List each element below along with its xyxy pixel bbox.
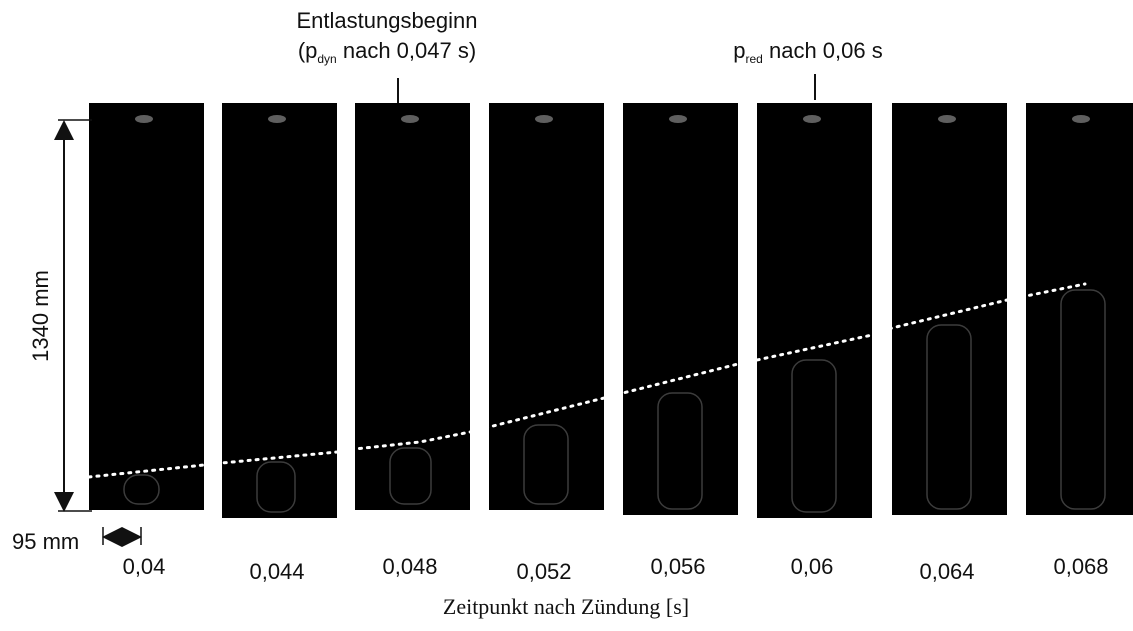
image-panel <box>89 103 204 510</box>
time-label: 0,052 <box>516 559 571 584</box>
image-panel <box>489 103 604 510</box>
time-label: 0,056 <box>650 554 705 579</box>
annotation-line1: Entlastungsbeginn <box>296 8 477 33</box>
x-axis-label: Zeitpunkt nach Zündung [s] <box>443 594 689 619</box>
flame-front-line <box>87 282 1087 479</box>
flame-tube <box>1060 289 1106 510</box>
time-label: 0,064 <box>919 559 974 584</box>
image-panel <box>892 103 1007 515</box>
annotation-subscript: red <box>746 52 763 66</box>
ignition-spot <box>1072 115 1090 123</box>
flame-tube <box>389 447 432 505</box>
annotation-suffix: nach 0,06 s <box>763 38 883 63</box>
flame-tube <box>256 461 296 513</box>
annotation-line2: (pdyn nach 0,047 s) <box>298 38 476 66</box>
ignition-spot <box>268 115 286 123</box>
ignition-spot <box>803 115 821 123</box>
ignition-spot <box>669 115 687 123</box>
image-panel <box>623 103 738 515</box>
image-panels <box>89 103 1133 518</box>
height-label: 1340 mm <box>28 270 53 362</box>
ignition-spot <box>535 115 553 123</box>
ignition-spot <box>938 115 956 123</box>
flame-tube <box>926 324 972 510</box>
time-label: 0,044 <box>249 559 304 584</box>
image-panel <box>1026 103 1133 515</box>
time-label: 0,068 <box>1053 554 1108 579</box>
flame-tube <box>657 392 703 510</box>
time-label: 0,048 <box>382 554 437 579</box>
annotation-pred: pred nach 0,06 s <box>733 38 882 66</box>
ignition-spot <box>401 115 419 123</box>
flame-tube <box>523 424 569 505</box>
flame-tube <box>791 359 837 513</box>
image-panel <box>757 103 872 518</box>
time-label: 0,04 <box>123 554 166 579</box>
flame-tube <box>123 474 160 505</box>
annotation-prefix: p <box>733 38 745 63</box>
width-label: 95 mm <box>12 529 79 554</box>
image-panel <box>355 103 470 510</box>
ignition-spot <box>135 115 153 123</box>
annotation-suffix: nach 0,047 s) <box>337 38 476 63</box>
annotation-prefix: (p <box>298 38 318 63</box>
image-panel <box>222 103 337 518</box>
annotation-subscript: dyn <box>317 52 336 66</box>
time-label: 0,06 <box>791 554 834 579</box>
